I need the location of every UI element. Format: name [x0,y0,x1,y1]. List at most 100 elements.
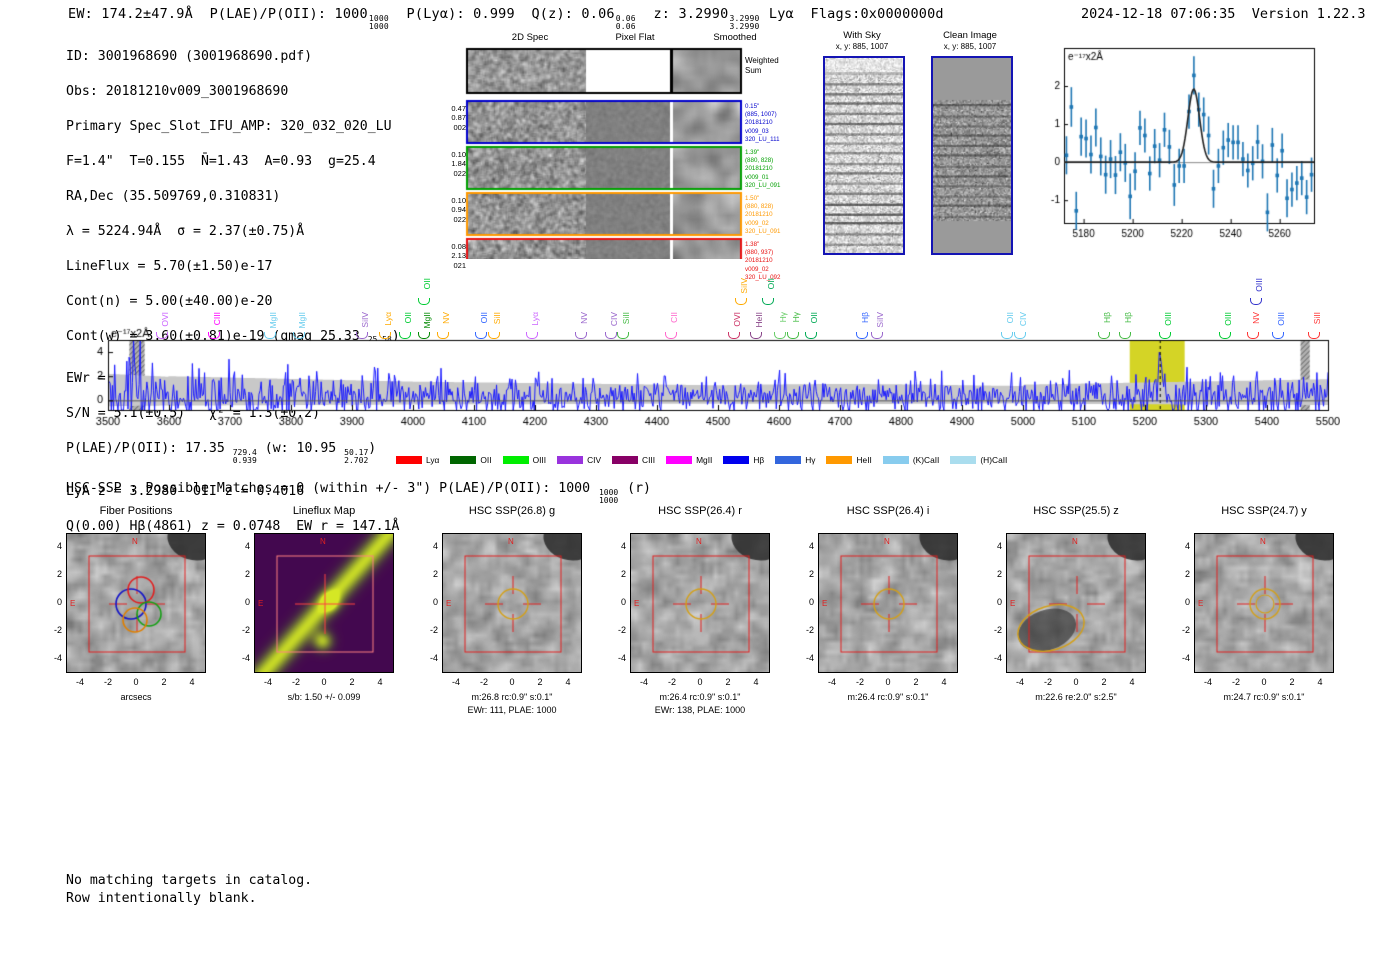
cutout-x-tick: -2 [1043,677,1052,687]
cutout-x-tick: 0 [1261,677,1267,687]
legend-label: Hβ [753,455,765,465]
header-qz-range: 0.06 0.06 [615,14,636,32]
panel-title-smoothed: Smoothed [713,32,757,43]
cutout-image[interactable] [630,533,770,673]
cutout-y-tick: 4 [1184,541,1190,551]
header-qz: Q(z): 0.06 [531,6,615,22]
legend-swatch [882,456,909,464]
cutout-x-tick: 4 [1129,677,1135,687]
cutout-y-tick: 2 [432,569,438,579]
legend-item: (K)CaII [882,455,939,465]
cutout-x-tick: 4 [941,677,947,687]
cutout-image[interactable] [1194,533,1334,673]
cutout-y-tick: -4 [53,653,62,663]
cutout-y-tick: 4 [432,541,438,551]
legend-item: Lyα [396,455,439,465]
legend-swatch [950,456,977,464]
cutout-x-tick: 2 [161,677,167,687]
cutout-x-tick: 2 [537,677,543,687]
cutout-y-tick: 2 [996,569,1002,579]
cutout-title: HSC SSP(24.7) y [1221,505,1307,517]
cutout-x-tick: 2 [349,677,355,687]
orientation-marker: E [1198,599,1204,608]
cutout-x-tick: 2 [913,677,919,687]
hsc-plae-range: 1000 1000 [598,488,619,506]
spectrum-legend: Lyα OII OIII CIV CIII MgII Hβ Hγ HeII (K)CaII (H)C… [396,455,1007,465]
cutout-x-tick: -2 [855,677,864,687]
orientation-marker: E [446,599,452,608]
bottom-note: No matching targets in catalog. Row inte… [66,873,313,906]
cutout-canvas [631,534,769,672]
orientation-marker: E [1010,599,1016,608]
info-plae-w-range: 50.17 2.702 [344,447,369,466]
legend-item: CIII [612,455,655,465]
cutout-caption: m:26.8 rc:0.9" s:0.1" [471,692,553,702]
header-z: z: 3.2990 [653,6,729,22]
cutout-image[interactable] [442,533,582,673]
cutout-x-tick: 0 [885,677,891,687]
cutout-x-tick: 2 [1101,677,1107,687]
clean-image-title: Clean Image [943,30,997,41]
cutout-title: HSC SSP(25.5) z [1033,505,1119,517]
cutout-x-tick: 0 [133,677,139,687]
cutout-y-tick: -2 [617,625,626,635]
cutout-x-tick: 0 [321,677,327,687]
legend-item: OII [450,455,492,465]
cutout-caption: m:24.7 rc:0.9" s:0.1" [1223,692,1305,702]
cutout-y-tick: -4 [993,653,1002,663]
cutout-y-tick: -4 [429,653,438,663]
cutout-x-tick: 4 [189,677,195,687]
legend-label: OIII [532,455,547,465]
cutout-y-tick: 4 [620,541,626,551]
header-summary-line: EW: 174.2±47.9Å P(LAE)/P(OII): 1000 1000 1… [68,6,944,31]
info-params: F=1.4" T=0.155 N̄=1.43 A=0.93 g=25.4 [66,153,376,169]
info-primary-spec: Primary Spec_Slot_IFU_AMP: 320_032_020_L… [66,118,392,134]
cutout-image[interactable] [66,533,206,673]
cutout-y-tick: -4 [241,653,250,663]
panel-title-pixelflat: Pixel Flat [615,32,655,43]
cutout-x-tick: 4 [565,677,571,687]
cutout-y-tick: 0 [808,597,814,607]
cutout-y-tick: 4 [808,541,814,551]
cutout-caption: m:26.4 rc:0.9" s:0.1" [659,692,741,702]
cutout-image[interactable] [818,533,958,673]
header-plae-label: P(LAE)/P(OII): [209,6,327,22]
legend-swatch [826,456,853,464]
orientation-marker: N [696,537,702,546]
cutout-y-tick: 0 [56,597,62,607]
cutout-x-tick: -2 [1231,677,1240,687]
info-obs: Obs: 20181210v009_3001968690 [66,83,289,99]
legend-swatch [557,456,584,464]
legend-item: Hβ [723,455,764,465]
info-z-values: LyA z = 3.2980 OII z = 0.4016 [66,483,305,499]
cutout-canvas [1007,534,1145,672]
orientation-marker: E [822,599,828,608]
cutout-y-tick: 4 [56,541,62,551]
cutout-y-tick: 2 [244,569,250,579]
cutout-image[interactable] [254,533,394,673]
cutout-x-tick: -2 [479,677,488,687]
cutout-y-tick: 0 [1184,597,1190,607]
orientation-marker: N [884,537,890,546]
cutout-y-tick: 2 [1184,569,1190,579]
legend-label: HeII [856,455,872,465]
cutout-y-tick: 4 [244,541,250,551]
legend-item: OIII [502,455,547,465]
cutout-x-tick: 2 [725,677,731,687]
spectrum-canvas [60,272,1340,442]
cutout-x-tick: -4 [1203,677,1212,687]
header-plae-range: 1000 1000 [368,14,389,32]
with-sky-title: With Sky [843,30,881,41]
cutout-image[interactable] [1006,533,1146,673]
full-spectrum-plot: OVICIIIMgIIMgIISiIVLyαOIIOIIMgIINVOIISiI… [60,272,1340,442]
legend-swatch [396,456,422,464]
cutout-x-tick: 0 [1073,677,1079,687]
legend-label: CIV [587,455,602,465]
cutout-caption: s/b: 1.50 +/- 0.099 [287,692,361,702]
cutout-y-tick: 0 [432,597,438,607]
with-sky-image [823,56,905,255]
cutout-y-tick: -2 [1181,625,1190,635]
cutout-title: HSC SSP(26.4) i [846,505,930,517]
cutout-title: Lineflux Map [292,505,356,517]
header-z-range: 3.2990 3.2990 [729,14,760,32]
